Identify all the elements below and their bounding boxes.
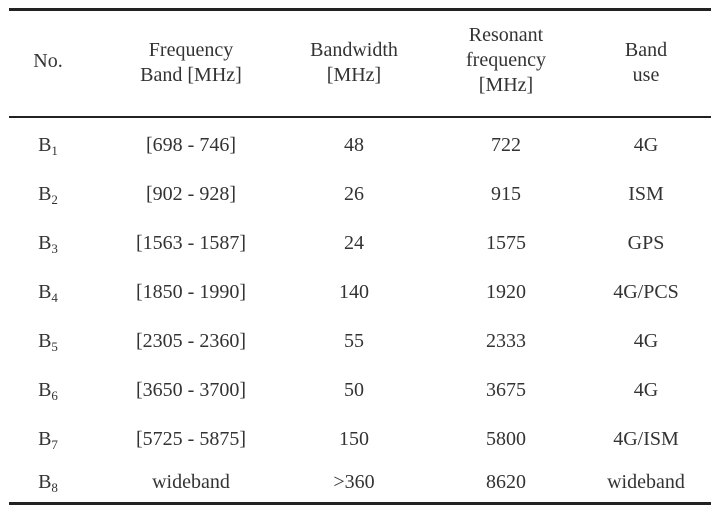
row-resonant-frequency: 722 bbox=[491, 134, 521, 156]
row-bandwidth: 24 bbox=[344, 232, 364, 254]
row-id: B1 bbox=[11, 133, 85, 163]
row-resonant-frequency: 8620 bbox=[486, 471, 526, 493]
table-row: B7 [5725 - 5875] 150 5800 4G/ISM bbox=[9, 415, 711, 464]
row-id: B8 bbox=[11, 470, 85, 500]
table-row: B8 wideband >360 8620 wideband bbox=[9, 458, 711, 507]
row-id-subscript: 3 bbox=[51, 241, 58, 256]
row-id-subscript: 6 bbox=[51, 388, 58, 403]
row-band-use: ISM bbox=[628, 183, 664, 205]
table-row: B4 [1850 - 1990] 140 1920 4G/PCS bbox=[9, 268, 711, 317]
header-resonant-frequency-line-2: frequency bbox=[466, 49, 546, 71]
table-row: B1 [698 - 746] 48 722 4G bbox=[9, 121, 711, 170]
row-frequency-band: [2305 - 2360] bbox=[136, 330, 246, 352]
table-header-row: No. Frequency Band [MHz] Bandwidth [MHz]… bbox=[9, 11, 711, 116]
table-row: B3 [1563 - 1587] 24 1575 GPS bbox=[9, 219, 711, 268]
row-id: B2 bbox=[11, 182, 85, 212]
header-frequency-band: Frequency Band [MHz] bbox=[105, 38, 277, 88]
row-id: B6 bbox=[11, 378, 85, 408]
row-id-letter: B bbox=[38, 379, 52, 401]
row-id-subscript: 5 bbox=[51, 339, 58, 354]
row-id-subscript: 7 bbox=[51, 437, 58, 452]
row-band-use: 4G bbox=[633, 134, 659, 156]
header-bandwidth-line-1: Bandwidth bbox=[310, 39, 398, 61]
header-bandwidth: Bandwidth [MHz] bbox=[279, 38, 429, 88]
header-resonant-frequency-line-3: [MHz] bbox=[478, 74, 534, 96]
row-resonant-frequency: 5800 bbox=[486, 428, 526, 450]
table-row: B2 [902 - 928] 26 915 ISM bbox=[9, 170, 711, 219]
header-frequency-band-line-2: Band [MHz] bbox=[140, 64, 242, 86]
row-id: B4 bbox=[11, 280, 85, 310]
row-band-use: 4G bbox=[633, 330, 659, 352]
row-frequency-band: [1563 - 1587] bbox=[136, 232, 246, 254]
row-resonant-frequency: 915 bbox=[491, 183, 521, 205]
row-id-subscript: 4 bbox=[51, 290, 58, 305]
header-bandwidth-line-2: [MHz] bbox=[326, 64, 382, 86]
row-id: B5 bbox=[11, 329, 85, 359]
row-resonant-frequency: 1575 bbox=[486, 232, 526, 254]
row-frequency-band: [698 - 746] bbox=[146, 134, 236, 156]
row-id-letter: B bbox=[38, 232, 52, 254]
row-id-letter: B bbox=[38, 471, 52, 493]
header-band-use: Band use bbox=[582, 38, 710, 88]
row-bandwidth: 140 bbox=[339, 281, 369, 303]
row-bandwidth: >360 bbox=[333, 471, 375, 493]
row-band-use: 4G/ISM bbox=[613, 428, 679, 450]
row-id-letter: B bbox=[38, 183, 52, 205]
row-id-subscript: 2 bbox=[51, 192, 58, 207]
row-resonant-frequency: 3675 bbox=[486, 379, 526, 401]
header-no: No. bbox=[11, 49, 85, 74]
row-band-use: 4G bbox=[633, 379, 659, 401]
row-band-use: GPS bbox=[627, 232, 665, 254]
header-frequency-band-line-1: Frequency bbox=[148, 39, 234, 61]
table-row: B5 [2305 - 2360] 55 2333 4G bbox=[9, 317, 711, 366]
row-bandwidth: 55 bbox=[344, 330, 364, 352]
row-resonant-frequency: 2333 bbox=[486, 330, 526, 352]
row-frequency-band: wideband bbox=[152, 471, 230, 493]
header-resonant-frequency-line-1: Resonant bbox=[468, 24, 544, 46]
row-bandwidth: 150 bbox=[339, 428, 369, 450]
table-top-rule bbox=[9, 8, 711, 11]
row-bandwidth: 50 bbox=[344, 379, 364, 401]
row-id: B7 bbox=[11, 427, 85, 457]
row-resonant-frequency: 1920 bbox=[486, 281, 526, 303]
header-band-use-line-1: Band bbox=[624, 39, 668, 61]
row-bandwidth: 26 bbox=[344, 183, 364, 205]
row-id-subscript: 8 bbox=[51, 480, 58, 495]
header-band-use-line-2: use bbox=[632, 64, 660, 86]
frequency-band-table: No. Frequency Band [MHz] Bandwidth [MHz]… bbox=[9, 8, 711, 505]
row-id-letter: B bbox=[38, 330, 52, 352]
row-frequency-band: [5725 - 5875] bbox=[136, 428, 246, 450]
row-id-letter: B bbox=[38, 428, 52, 450]
row-bandwidth: 48 bbox=[344, 134, 364, 156]
row-id: B3 bbox=[11, 231, 85, 261]
table-header-rule bbox=[9, 116, 711, 118]
table-row: B6 [3650 - 3700] 50 3675 4G bbox=[9, 366, 711, 415]
row-frequency-band: [902 - 928] bbox=[146, 183, 236, 205]
row-band-use: wideband bbox=[607, 471, 685, 493]
table-bottom-rule bbox=[9, 502, 711, 505]
row-id-letter: B bbox=[38, 281, 52, 303]
row-id-letter: B bbox=[38, 134, 52, 156]
header-no-line: No. bbox=[33, 50, 63, 72]
row-frequency-band: [3650 - 3700] bbox=[136, 379, 246, 401]
row-frequency-band: [1850 - 1990] bbox=[136, 281, 246, 303]
row-id-subscript: 1 bbox=[51, 143, 58, 158]
row-band-use: 4G/PCS bbox=[613, 281, 679, 303]
header-resonant-frequency: Resonant frequency [MHz] bbox=[431, 23, 581, 98]
